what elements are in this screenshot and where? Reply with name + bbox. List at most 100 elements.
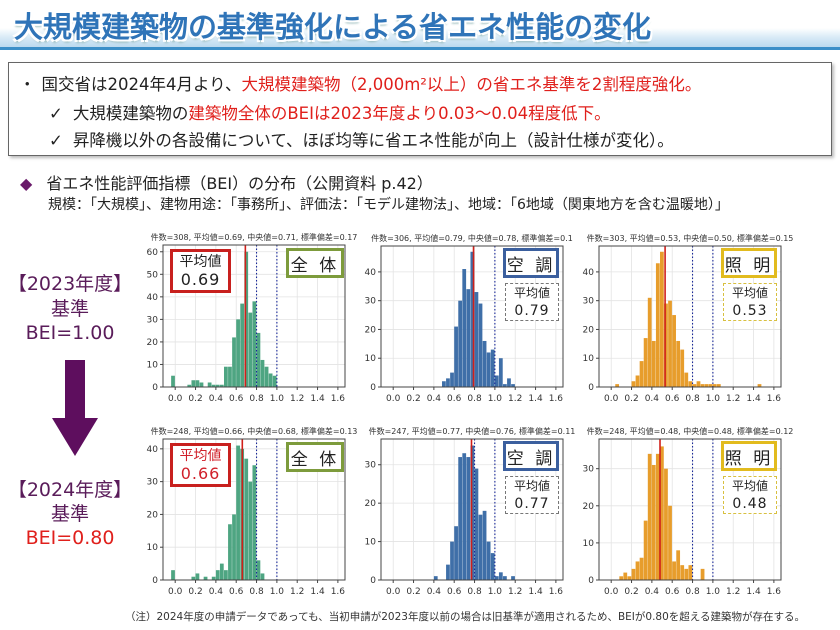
histogram-bar — [203, 576, 208, 580]
histogram-bar — [503, 576, 507, 580]
x-tick-label: 1.6 — [331, 587, 346, 597]
histogram-bar — [498, 572, 503, 580]
histogram-bar — [757, 384, 762, 387]
histogram-bar — [647, 453, 652, 580]
histogram-bar — [672, 561, 676, 580]
x-tick-label: 1.6 — [331, 394, 346, 404]
histogram-bar — [482, 510, 487, 580]
histogram-bar — [668, 505, 672, 580]
check-icon: ✓ — [49, 104, 63, 123]
histogram-bar — [446, 378, 450, 387]
histogram-bar — [631, 568, 636, 580]
label-2023-year: 【2023年度】 — [7, 273, 133, 295]
x-tick-label: 0.8 — [685, 587, 700, 597]
y-tick-label: 50 — [147, 270, 159, 280]
category-label: 空 調 — [503, 441, 559, 471]
histogram-bar — [268, 373, 273, 387]
histogram-bar — [494, 375, 499, 387]
y-tick-label: 0 — [588, 576, 594, 586]
histogram-bar — [478, 303, 483, 387]
x-tick-label: 0.4 — [209, 587, 224, 597]
footnote: （注）2024年度の申請データであっても、当初申請が2023年度以前の場合は旧基… — [125, 611, 805, 623]
label-2024-std: 基準 — [50, 503, 89, 525]
y-tick-label: 0 — [370, 383, 376, 393]
histogram-bar — [660, 251, 664, 387]
histogram-bar — [462, 453, 467, 580]
histogram-bar — [466, 289, 471, 387]
y-tick-label: 10 — [583, 354, 595, 364]
chart-stats: 件数=248, 平均値=0.48, 中央値=0.48, 標準偏差=0.12 — [586, 427, 794, 436]
mean-value: 0.66 — [180, 464, 221, 483]
label-2024-bei: BEI=0.80 — [25, 527, 115, 549]
mean-label: 平均値 — [179, 448, 222, 464]
histogram-bar — [498, 358, 503, 387]
histogram-bar — [647, 297, 652, 387]
y-tick-label: 30 — [365, 461, 377, 471]
mean-box: 平均値 0.66 — [170, 443, 231, 487]
histogram-bar — [716, 384, 721, 387]
x-tick-label: 1.2 — [726, 587, 740, 597]
y-tick-label: 20 — [583, 325, 595, 335]
x-tick-label: 1.4 — [528, 587, 543, 597]
histogram-bar — [260, 573, 265, 580]
histogram-bar — [236, 445, 240, 580]
y-tick-label: 20 — [147, 338, 159, 348]
x-tick-label: 0.0 — [168, 394, 183, 404]
x-tick-label: 1.4 — [310, 587, 325, 597]
histogram-bar — [260, 359, 265, 387]
x-tick-label: 0.6 — [229, 587, 244, 597]
histogram-bar — [228, 366, 232, 387]
category-label: 全 体 — [286, 442, 344, 472]
histogram-bar — [252, 301, 257, 387]
histogram-bar — [639, 361, 644, 387]
histogram-bar — [195, 573, 200, 580]
mean-box: 平均値 0.53 — [723, 283, 777, 321]
histogram-bar — [490, 349, 495, 387]
histogram-bar — [684, 568, 689, 580]
x-tick-label: 0.2 — [188, 394, 202, 404]
y-tick-label: 20 — [147, 510, 159, 520]
highlight-text: 建築物全体のBEIは2023年度より0.03～0.04程度低下。 — [188, 104, 611, 123]
histogram-bar — [490, 553, 495, 580]
histogram-bar — [664, 303, 668, 387]
summary-line-2: ✓ 大規模建築物の建築物全体のBEIは2023年度より0.03～0.04程度低下。 — [49, 100, 611, 124]
text: 大規模建築物の — [72, 104, 189, 123]
histogram-bar — [660, 446, 664, 580]
histogram-bar — [688, 381, 693, 387]
y-tick-label: 30 — [147, 478, 159, 488]
y-tick-label: 20 — [365, 325, 377, 335]
histogram-bar — [482, 340, 487, 387]
histogram-bar — [211, 576, 216, 580]
title-band — [0, 28, 840, 48]
x-tick-label: 1.0 — [270, 587, 285, 597]
histogram-bar — [470, 251, 475, 387]
mean-value: 0.53 — [732, 303, 768, 319]
x-tick-label: 0.0 — [168, 587, 183, 597]
histogram-bar — [450, 372, 454, 387]
x-tick-label: 0.0 — [604, 394, 619, 404]
category-label: 照 明 — [721, 248, 777, 278]
histogram-bar — [248, 481, 253, 580]
x-tick-label: 0.6 — [447, 587, 462, 597]
title-underline — [0, 47, 840, 50]
histogram-bar — [680, 565, 685, 580]
chart-stats: 件数=308, 平均値=0.69, 中央値=0.71, 標準偏差=0.17 — [150, 233, 358, 242]
text: 昇降機以外の各設備について、ほぼ均等に省エネ性能が向上（設計仕様が変化）。 — [72, 131, 674, 150]
histogram-bar — [264, 366, 269, 387]
histogram-bar — [615, 384, 620, 387]
histogram-bar — [462, 269, 467, 387]
histogram-bar — [700, 568, 705, 580]
mean-label: 平均値 — [731, 479, 768, 493]
histogram-bar — [511, 576, 515, 580]
histogram-bar — [639, 557, 644, 580]
x-tick-label: 0.2 — [188, 587, 202, 597]
histogram-bar — [228, 524, 232, 580]
x-tick-label: 1.0 — [270, 394, 285, 404]
y-tick-label: 20 — [583, 502, 595, 512]
x-tick-label: 1.2 — [508, 394, 522, 404]
histogram-bar — [700, 384, 705, 387]
histogram-bar — [454, 526, 458, 580]
x-tick-label: 1.4 — [310, 394, 325, 404]
x-tick-label: 1.2 — [290, 394, 304, 404]
text: 国交省は2024年4月より、 — [41, 75, 242, 94]
